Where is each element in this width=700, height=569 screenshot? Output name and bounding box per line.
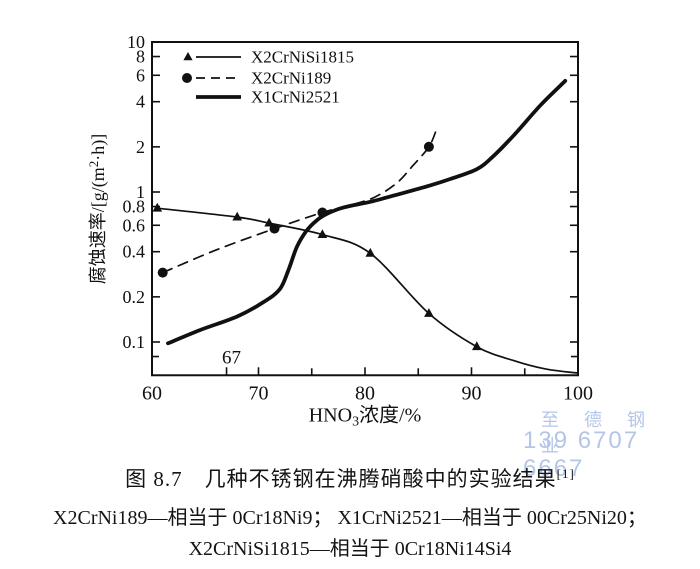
x-tick-label: 70 (249, 382, 269, 404)
y-tick-label: 8 (136, 47, 145, 67)
x-axis-tick-labels: 60 70 80 90 100 67 (142, 347, 593, 404)
x-special-tick-label: 67 (222, 347, 241, 368)
triangle-marker (317, 229, 328, 238)
watermark-phone: 139 6707 6667 (523, 427, 640, 482)
triangle-marker (152, 202, 163, 212)
legend-item-X1CrNi2521: X1CrNi2521 (196, 88, 340, 107)
y-tick-label: 6 (136, 65, 145, 85)
y-tick-label: 1 (136, 182, 145, 202)
y-tick-label: 0.2 (123, 287, 146, 307)
y-tick-label: 0.6 (123, 215, 146, 235)
caption-note-line2: X2CrNi189—相当于 0Cr18Ni9； X1CrNi2521—相当于 0… (53, 507, 647, 529)
x-tick-label: 80 (355, 382, 375, 404)
legend-circle-marker (182, 73, 192, 83)
circle-marker (423, 141, 434, 152)
triangle-marker (232, 211, 242, 221)
figure-caption-reference: [1] (556, 466, 575, 481)
triangle-marker (264, 217, 274, 227)
y-tick-label: 2 (136, 137, 145, 157)
y-tick-label: 4 (136, 92, 145, 112)
watermark-company: 至德钢业 (541, 410, 670, 456)
triangle-marker (424, 308, 434, 317)
series-line-X1CrNi2521 (166, 79, 568, 346)
triangle-marker (365, 247, 376, 257)
series-line-X2CrNi189 (161, 128, 438, 274)
legend-label: X2CrNiSi1815 (251, 48, 354, 67)
x-axis-ticks (151, 367, 579, 376)
circle-marker (157, 267, 168, 278)
caption-note-line3: X2CrNiSi1815—相当于 0Cr18Ni14Si4 (188, 538, 512, 560)
y-tick-label: 0.8 (123, 197, 146, 217)
x-tick-label: 100 (563, 382, 593, 404)
circle-marker (269, 223, 280, 234)
triangle-marker (472, 341, 482, 351)
x-axis-title: HNO3浓度/% (309, 403, 422, 429)
legend-item-X2CrNi189: X2CrNi189 (182, 69, 331, 88)
y-axis-ticks (152, 41, 578, 358)
legend-label: X2CrNi189 (251, 69, 331, 88)
y-tick-label: 10 (127, 32, 145, 52)
series-line-X2CrNiSi1815 (156, 207, 579, 374)
y-axis-title: 腐蚀速率/[g/(m2·h)] (86, 134, 109, 284)
y-tick-label: 0.1 (123, 332, 146, 352)
x-tick-label: 90 (462, 382, 482, 404)
figure-caption-text: 图 8.7 几种不锈钢在沸腾硝酸中的实验结果 (125, 467, 557, 491)
figure-caption: 图 8.7 几种不锈钢在沸腾硝酸中的实验结果[1] (0, 463, 700, 493)
x-tick-label: 60 (142, 382, 162, 404)
legend-triangle-marker (183, 52, 193, 61)
y-tick-label: 0.4 (123, 242, 146, 262)
legend-item-X2CrNiSi1815: X2CrNiSi1815 (183, 48, 354, 67)
legend-label: X1CrNi2521 (251, 88, 340, 107)
